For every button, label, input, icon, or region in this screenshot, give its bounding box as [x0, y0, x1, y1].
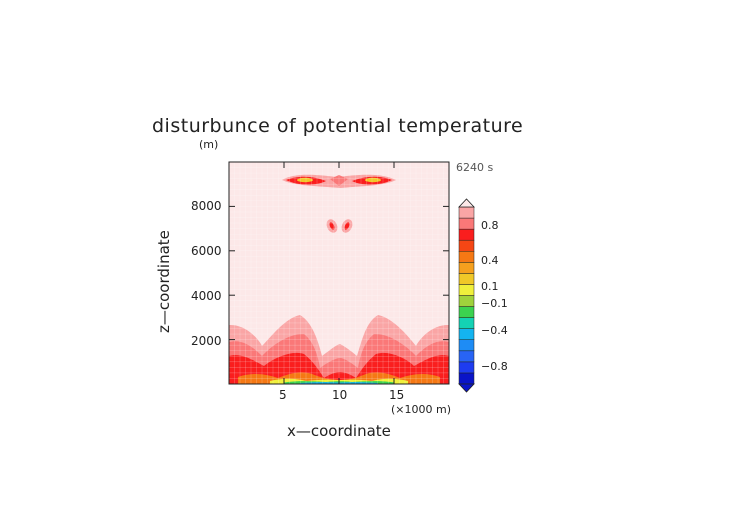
colorbar-extend-max: [458, 198, 475, 208]
grid-lines: [229, 162, 449, 384]
y-ticks: [229, 205, 449, 341]
y-tick-label: 6000: [191, 244, 222, 258]
colorbar-segment: [458, 295, 475, 307]
colorbar-segment: [458, 372, 475, 385]
x-tick-label: 5: [279, 388, 287, 402]
x-axis-unit: (×1000 m): [391, 403, 452, 416]
colorbar-tick-label: 0.1: [481, 280, 499, 293]
colorbar-segment: [458, 306, 475, 318]
colorbar-segment: [458, 284, 475, 296]
y-tick-label: 4000: [191, 289, 222, 303]
colorbar-segment: [458, 361, 475, 374]
colorbar-segment: [458, 350, 475, 363]
colorbar-segment: [458, 273, 475, 285]
colorbar-segment: [458, 228, 475, 241]
colorbar: [458, 198, 475, 393]
colorbar-segment: [458, 328, 475, 340]
x-axis-label: x—coordinate: [287, 422, 391, 440]
y-tick-label: 8000: [191, 199, 222, 213]
colorbar-tick-label: 0.8: [481, 219, 499, 232]
chart-title: disturbunce of potential temperature: [152, 115, 524, 137]
colorbar-tick-label: −0.8: [481, 360, 508, 373]
upper-layer-right-hot: [365, 177, 381, 183]
colorbar-segment: [458, 239, 475, 252]
x-ticks: [283, 162, 395, 384]
colorbar-segment: [458, 339, 475, 352]
colorbar-segment: [458, 217, 475, 230]
colorbar-segment: [458, 317, 475, 329]
colorbar-tick-label: −0.1: [481, 297, 508, 310]
colorbar-segment: [458, 206, 475, 219]
y-tick-label: 2000: [191, 334, 222, 348]
x-tick-label: 15: [389, 388, 405, 402]
colorbar-segment: [458, 262, 475, 274]
mid-patch-left-core: [329, 222, 335, 230]
time-label: 6240 s: [456, 161, 494, 174]
y-axis-unit: (m): [199, 138, 219, 151]
mid-patch-right-core: [344, 222, 350, 230]
upper-layer-center: [330, 175, 348, 186]
colorbar-tick-label: 0.4: [481, 254, 499, 267]
upper-layer-left-hot: [297, 177, 313, 183]
colorbar-tick-label: −0.4: [481, 324, 508, 337]
x-tick-label: 10: [332, 388, 348, 402]
colorbar-segment: [458, 251, 475, 263]
colorbar-extend-min: [458, 383, 475, 393]
